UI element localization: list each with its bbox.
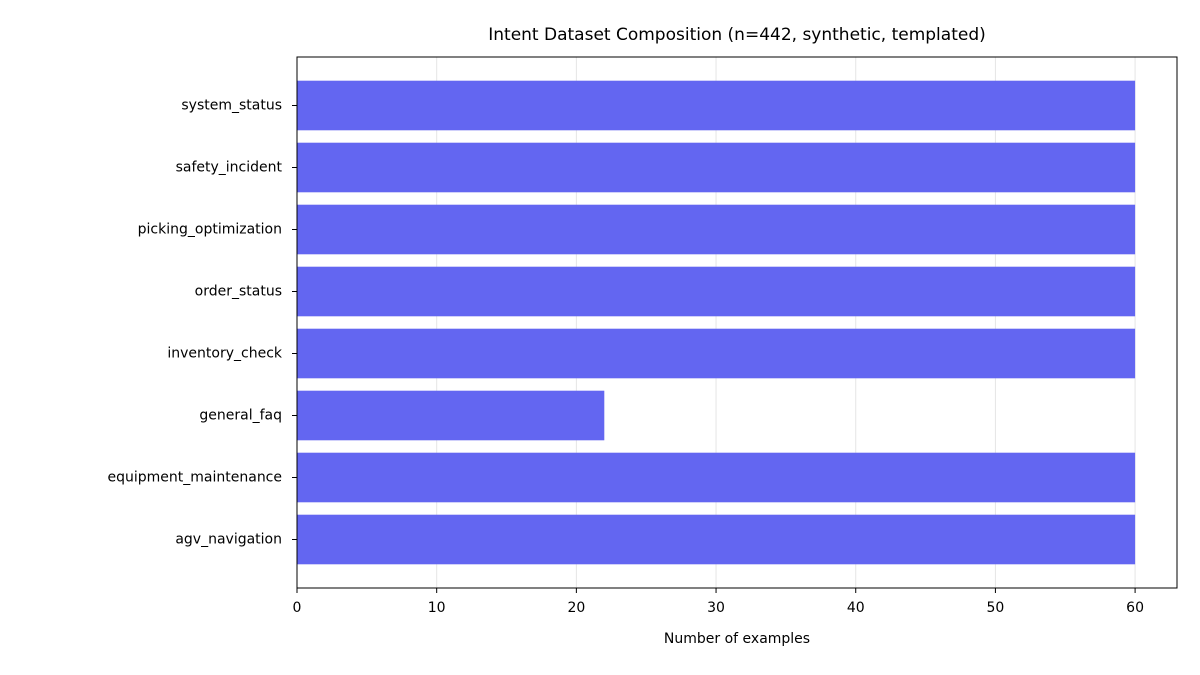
x-tick-label: 10 xyxy=(428,600,446,616)
plot-frame xyxy=(296,56,1178,589)
y-tick-label: safety_incident xyxy=(176,160,283,176)
bar xyxy=(297,80,1136,131)
x-tick-label: 20 xyxy=(567,600,585,616)
x-tick-label: 40 xyxy=(847,600,865,616)
bar xyxy=(297,204,1136,255)
y-tick-label: order_status xyxy=(195,284,282,300)
bar xyxy=(297,514,1136,565)
x-tick-label: 30 xyxy=(707,600,725,616)
y-tick-label: general_faq xyxy=(199,408,282,424)
x-tick-label: 50 xyxy=(986,600,1004,616)
y-tick-label: system_status xyxy=(181,98,282,114)
x-tick-label: 0 xyxy=(293,600,302,616)
chart-title: Intent Dataset Composition (n=442, synth… xyxy=(488,25,986,45)
x-tick-label: 60 xyxy=(1126,600,1144,616)
bar xyxy=(297,266,1136,317)
y-tick-label: equipment_maintenance xyxy=(108,470,282,486)
x-axis-label: Number of examples xyxy=(664,631,810,647)
bar xyxy=(297,328,1136,379)
bar xyxy=(297,390,605,441)
bar xyxy=(297,142,1136,193)
bar xyxy=(297,452,1136,503)
y-tick-label: inventory_check xyxy=(167,346,283,362)
y-tick-label: picking_optimization xyxy=(138,222,282,238)
y-tick-label: agv_navigation xyxy=(175,532,282,548)
